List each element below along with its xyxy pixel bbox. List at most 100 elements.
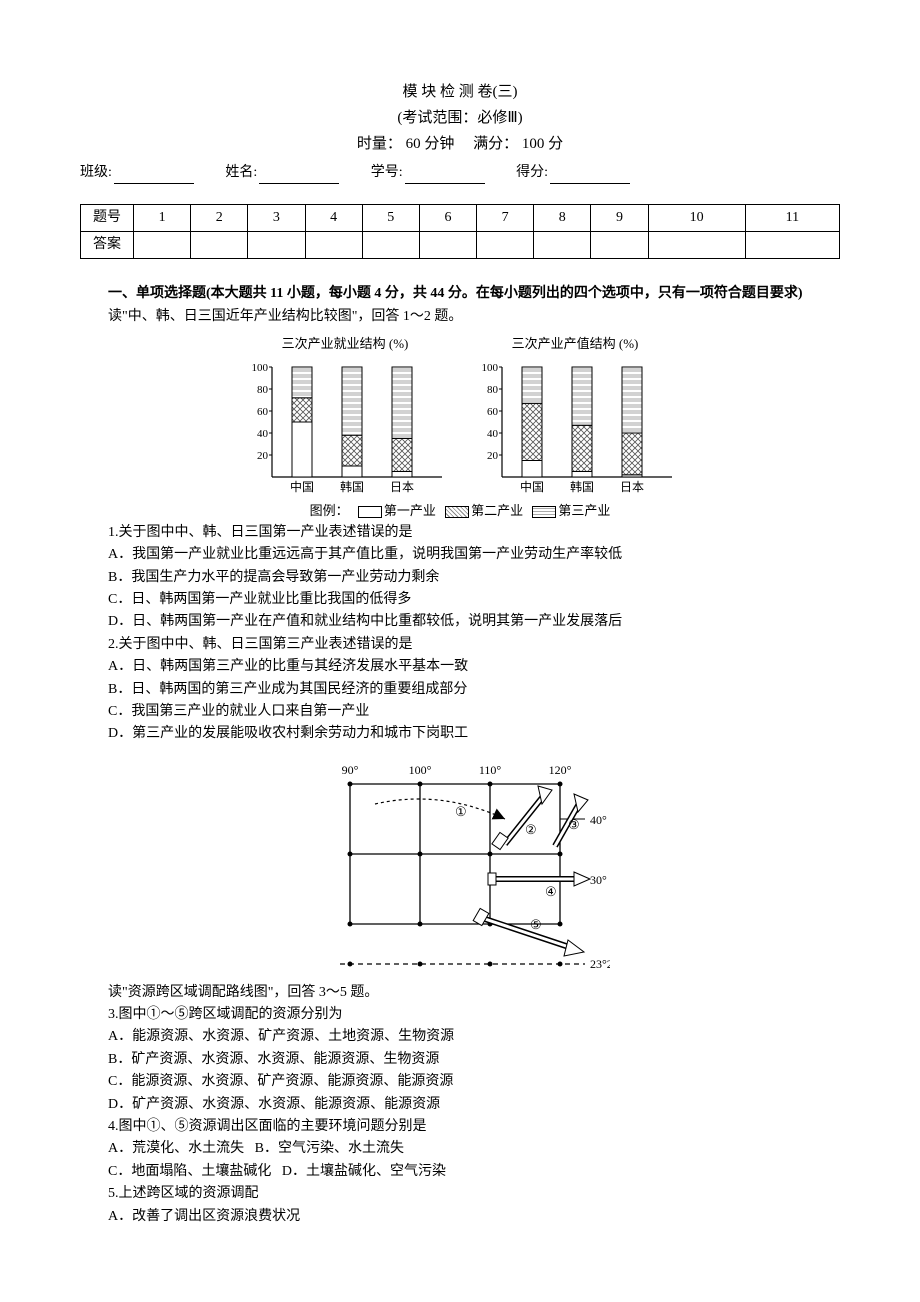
grid-col: 9 [591, 205, 648, 232]
grid-col: 2 [191, 205, 248, 232]
svg-text:20: 20 [487, 450, 499, 462]
grid-label-ans: 答案 [81, 232, 134, 259]
svg-text:韩国: 韩国 [570, 479, 594, 494]
exam-time-row: 时量： 60 分钟 满分： 100 分 [80, 132, 840, 156]
svg-text:③: ③ [568, 817, 580, 832]
svg-text:中国: 中国 [520, 479, 544, 494]
q5-stem: 5.上述跨区域的资源调配 [80, 1183, 840, 1205]
svg-text:60: 60 [257, 406, 269, 418]
full-label: 满分： [473, 136, 518, 152]
time-value: 60 分钟 [406, 136, 455, 152]
chart1-intro: 读"中、韩、日三国近年产业结构比较图"，回答 1～2 题。 [80, 306, 840, 328]
legend-name-tertiary: 第三产业 [558, 503, 610, 518]
q4-opt-c: C．地面塌陷、土壤盐碱化 [108, 1164, 271, 1179]
q2-stem: 2.关于图中中、韩、日三国第三产业表述错误的是 [80, 634, 840, 656]
q2-opt-b: B．日、韩两国的第三产业成为其国民经济的重要组成部分 [80, 679, 840, 701]
exam-header: 模 块 检 测 卷(三) (考试范围：必修Ⅲ) 时量： 60 分钟 满分： 10… [80, 80, 840, 156]
q1-opt-a: A．我国第一产业就业比重远远高于其产值比重，说明我国第一产业劳动生产率较低 [80, 544, 840, 566]
answer-grid-header-row: 题号 1 2 3 4 5 6 7 8 9 10 11 [81, 205, 840, 232]
svg-text:100: 100 [482, 362, 499, 374]
name-blank[interactable] [259, 169, 339, 184]
grid-col: 4 [305, 205, 362, 232]
answer-cell[interactable] [362, 232, 419, 259]
answer-cell[interactable] [534, 232, 591, 259]
legend-swatch-primary [358, 506, 382, 518]
map-intro: 读"资源跨区域调配路线图"，回答 3～5 题。 [80, 982, 840, 1004]
q3-opt-d: D．矿产资源、水资源、水资源、能源资源、能源资源 [80, 1094, 840, 1116]
id-label: 学号: [371, 165, 403, 180]
grid-col: 3 [248, 205, 305, 232]
class-blank[interactable] [114, 169, 194, 184]
q1-stem: 1.关于图中中、韩、日三国第一产业表述错误的是 [80, 522, 840, 544]
answer-cell[interactable] [191, 232, 248, 259]
svg-text:40: 40 [487, 428, 499, 440]
legend-label: 图例： [310, 503, 349, 518]
q2-opt-a: A．日、韩两国第三产业的比重与其经济发展水平基本一致 [80, 656, 840, 678]
employment-chart-svg: 20 40 60 80 100 中国 韩国 日本 [240, 355, 450, 495]
industry-charts: 三次产业就业结构 (%) 20406080100中国韩国日本 三次产业产值结构 … [80, 334, 840, 495]
svg-text:80: 80 [487, 384, 499, 396]
name-label: 姓名: [225, 165, 257, 180]
answer-cell[interactable] [248, 232, 305, 259]
q4-opt-b: B．空气污染、水土流失 [255, 1141, 404, 1156]
answer-cell[interactable] [648, 232, 745, 259]
class-label: 班级: [80, 165, 112, 180]
svg-text:中国: 中国 [290, 479, 314, 494]
legend-swatch-secondary [445, 506, 469, 518]
resource-map: 90°100°110°120°40°30°23°26′①②③④⑤ [80, 754, 840, 974]
svg-text:韩国: 韩国 [340, 479, 364, 494]
svg-text:30°: 30° [590, 873, 607, 887]
legend-name-primary: 第一产业 [384, 503, 436, 518]
resource-map-svg: 90°100°110°120°40°30°23°26′①②③④⑤ [310, 754, 610, 974]
q3-stem: 3.图中①～⑤跨区域调配的资源分别为 [80, 1004, 840, 1026]
q3-opt-a: A．能源资源、水资源、矿产资源、土地资源、生物资源 [80, 1026, 840, 1048]
svg-text:100°: 100° [409, 763, 432, 777]
grid-col: 8 [534, 205, 591, 232]
exam-title: 模 块 检 测 卷(三) [80, 80, 840, 104]
grid-col: 6 [419, 205, 476, 232]
q1-opt-b: B．我国生产力水平的提高会导致第一产业劳动力剩余 [80, 567, 840, 589]
answer-cell[interactable] [477, 232, 534, 259]
q1-opt-d: D．日、韩两国第一产业在产值和就业结构中比重都较低，说明其第一产业发展落后 [80, 611, 840, 633]
svg-text:日本: 日本 [390, 480, 414, 494]
output-chart-svg: 20406080100中国韩国日本 [470, 355, 680, 495]
q4-opt-d: D．土壤盐碱化、空气污染 [282, 1164, 446, 1179]
answer-grid: 题号 1 2 3 4 5 6 7 8 9 10 11 答案 [80, 204, 840, 259]
employment-chart: 三次产业就业结构 (%) 20 40 60 80 100 中国 韩国 日本 [240, 334, 450, 495]
svg-text:90°: 90° [342, 763, 359, 777]
chart-legend: 图例： 第一产业 第二产业 第三产业 [80, 501, 840, 522]
grid-label-qno: 题号 [81, 205, 134, 232]
svg-text:23°26′: 23°26′ [590, 957, 610, 971]
svg-text:日本: 日本 [620, 480, 644, 494]
legend-swatch-tertiary [532, 506, 556, 518]
svg-text:20: 20 [257, 450, 269, 462]
answer-cell[interactable] [305, 232, 362, 259]
svg-text:120°: 120° [549, 763, 572, 777]
exam-scope: (考试范围：必修Ⅲ) [80, 106, 840, 130]
q4-opt-a: A．荒漠化、水土流失 [108, 1141, 244, 1156]
grid-col: 11 [745, 205, 839, 232]
answer-cell[interactable] [134, 232, 191, 259]
q4-opts-ab: A．荒漠化、水土流失 B．空气污染、水土流失 [80, 1138, 840, 1160]
answer-cell[interactable] [745, 232, 839, 259]
grid-col: 7 [477, 205, 534, 232]
output-chart: 三次产业产值结构 (%) 20406080100中国韩国日本 [470, 334, 680, 495]
employment-chart-title: 三次产业就业结构 (%) [282, 334, 409, 355]
svg-text:100: 100 [252, 362, 269, 374]
answer-cell[interactable] [591, 232, 648, 259]
svg-text:④: ④ [545, 884, 557, 899]
svg-text:40: 40 [257, 428, 269, 440]
section1-heading: 一、单项选择题(本大题共 11 小题，每小题 4 分，共 44 分。在每小题列出… [80, 283, 840, 305]
score-blank[interactable] [550, 169, 630, 184]
grid-col: 1 [134, 205, 191, 232]
answer-grid-answer-row: 答案 [81, 232, 840, 259]
svg-text:⑤: ⑤ [530, 917, 542, 932]
student-info-row: 班级: 姓名: 学号: 得分: [80, 162, 840, 184]
score-label: 得分: [516, 165, 548, 180]
answer-cell[interactable] [419, 232, 476, 259]
id-blank[interactable] [405, 169, 485, 184]
time-label: 时量： [357, 136, 402, 152]
legend-name-secondary: 第二产业 [471, 503, 523, 518]
q4-opts-cd: C．地面塌陷、土壤盐碱化 D．土壤盐碱化、空气污染 [80, 1161, 840, 1183]
svg-text:80: 80 [257, 384, 269, 396]
